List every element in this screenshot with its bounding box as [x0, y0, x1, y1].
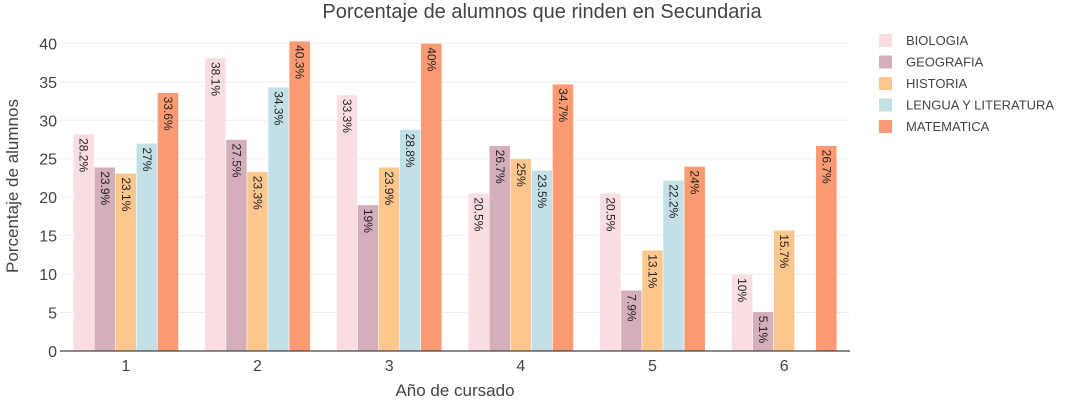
x-tick-label: 2	[253, 358, 262, 375]
legend: BIOLOGIA GEOGRAFIA HISTORIA LENGUA Y LITERA…	[879, 33, 1054, 134]
y-tick-label: 20	[39, 190, 57, 207]
legend-label: HISTORIA	[906, 76, 967, 91]
bar-matematica-3	[420, 43, 443, 352]
bar-data-label: 40.3%	[293, 45, 307, 79]
bar-data-label: 23.5%	[535, 174, 549, 208]
bar-data-label: 38.1%	[208, 62, 222, 96]
bar-data-label: 20.5%	[603, 197, 617, 231]
bar-data-label: 10%	[735, 278, 749, 302]
chart-title: Porcentaje de alumnos que rinden en Secu…	[322, 1, 762, 23]
bar-data-label: 25%	[514, 163, 528, 187]
bar-lengua-y-literatura-2	[267, 86, 290, 352]
bar-data-label: 23.9%	[98, 171, 112, 205]
bar-labels: 28.2% 38.1% 33.3% 20.5% 20.5% 10% 23.9% 27.5% 19…	[77, 45, 834, 343]
bars	[72, 40, 838, 352]
bar-data-label: 33.6%	[161, 97, 175, 131]
y-tick-label: 0	[48, 344, 57, 361]
bar-data-label: 34.7%	[556, 88, 570, 122]
bar-data-label: 23.3%	[251, 176, 265, 210]
y-tick-label: 35	[39, 75, 57, 92]
y-tick-label: 5	[48, 306, 57, 323]
bar-matematica-2	[288, 40, 311, 352]
bar-biologia-2	[204, 57, 227, 352]
bar-data-label: 22.2%	[667, 184, 681, 218]
bar-biologia-3	[336, 94, 358, 352]
bar-data-label: 7.9%	[624, 294, 638, 322]
x-axis-title: Año de cursado	[395, 381, 514, 400]
grid-lines	[60, 42, 850, 314]
y-tick-label: 40	[39, 36, 57, 53]
bar-data-label: 19%	[361, 209, 375, 233]
y-axis-title: Porcentaje de alumnos	[3, 99, 22, 273]
y-tick-label: 15	[39, 229, 57, 246]
legend-swatch	[879, 120, 892, 133]
axes: 0 5 10 15 20 25 30 35 40 1 2 3 4 5 6	[39, 36, 850, 375]
bar-data-label: 26.7%	[493, 150, 507, 184]
bar-lengua-y-literatura-1	[136, 143, 158, 352]
bar-data-label: 5.1%	[756, 316, 770, 344]
bar-data-label: 13.1%	[646, 254, 660, 288]
legend-label: GEOGRAFIA	[906, 55, 984, 70]
bar-data-label: 24%	[688, 170, 702, 194]
x-tick-label: 4	[516, 358, 525, 375]
legend-label: LENGUA Y LITERATURA	[906, 98, 1054, 113]
bar-data-label: 34.3%	[272, 91, 286, 125]
bar-data-label: 23.9%	[382, 171, 396, 205]
bar-data-label: 26.7%	[819, 150, 833, 184]
bar-data-label: 23.1%	[119, 177, 133, 211]
legend-swatch	[879, 98, 892, 112]
bar-data-label: 20.5%	[472, 197, 486, 231]
bar-data-label: 28.2%	[77, 138, 91, 172]
bar-matematica-4	[552, 83, 574, 352]
x-tick-label: 6	[780, 358, 789, 375]
legend-label: BIOLOGIA	[906, 33, 968, 48]
y-tick-label: 10	[39, 267, 57, 284]
y-tick-label: 25	[39, 152, 57, 169]
x-tick-label: 3	[385, 358, 394, 375]
bar-historia-4	[510, 158, 532, 352]
x-tick-label: 5	[648, 358, 657, 375]
legend-swatch	[879, 55, 892, 69]
legend-label: MATEMATICA	[906, 119, 990, 134]
x-tick-label: 1	[121, 358, 130, 375]
bar-data-label: 15.7%	[777, 234, 791, 268]
legend-swatch	[879, 34, 892, 47]
bar-data-label: 33.3%	[340, 99, 354, 133]
bar-data-label: 27%	[140, 147, 154, 171]
legend-swatch	[879, 77, 892, 90]
bar-matematica-1	[157, 92, 179, 352]
bar-data-label: 28.8%	[403, 134, 417, 168]
bar-data-label: 40%	[424, 47, 438, 71]
y-tick-label: 30	[39, 113, 57, 130]
bar-data-label: 27.5%	[229, 144, 243, 178]
